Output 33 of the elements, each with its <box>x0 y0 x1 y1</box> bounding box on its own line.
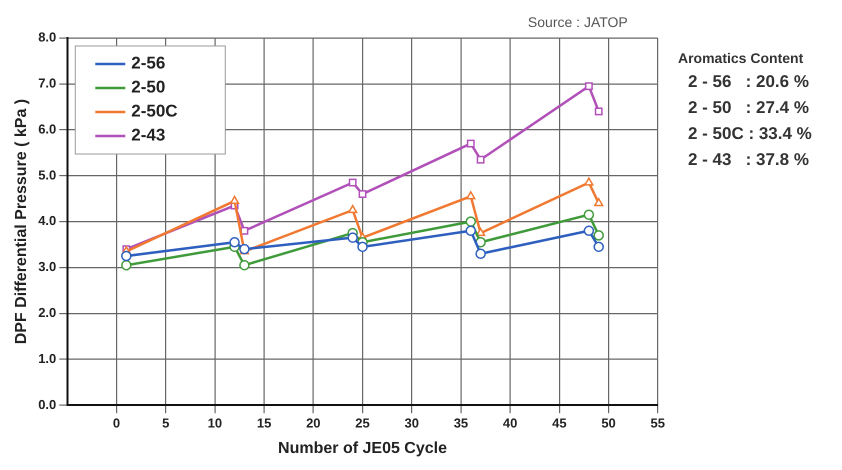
legend-label: 2-43 <box>131 126 166 145</box>
x-tick-label: 40 <box>502 416 518 431</box>
y-tick-label: 1.0 <box>38 350 56 366</box>
x-tick-label: 30 <box>404 416 419 431</box>
legend-label: 2-50 <box>131 78 166 97</box>
text: 2 - 56 : 20.6 % <box>688 72 810 92</box>
x-axis-title: Number of JE05 Cycle <box>278 440 448 457</box>
x-tick-label: 5 <box>162 416 170 431</box>
text: 2 - 50C : 33.4 % <box>688 124 812 144</box>
y-axis-title: DPF Differential Pressure ( kPa ) <box>13 98 30 344</box>
x-tick-label: 45 <box>552 416 567 431</box>
text: Aromatics Content <box>678 50 804 66</box>
legend-label: 2-56 <box>131 54 166 73</box>
x-tick-label: 10 <box>208 416 222 431</box>
x-tick-label: 20 <box>306 416 321 431</box>
x-tick-label: 55 <box>650 416 666 431</box>
y-tick-label: 2.0 <box>38 304 56 320</box>
y-tick-label: 4.0 <box>38 213 56 228</box>
text: 2 - 43 : 37.8 % <box>688 150 810 170</box>
y-tick-label: 5.0 <box>38 167 56 182</box>
y-tick-label: 0.0 <box>38 396 56 412</box>
y-tick-label: 3.0 <box>38 259 56 274</box>
source-note: Source : JATOP <box>528 14 628 30</box>
x-tick-label: 25 <box>355 416 370 431</box>
x-tick-label: 50 <box>601 416 616 431</box>
y-tick-label: 8.0 <box>38 30 56 45</box>
legend-label: 2-50C <box>131 102 178 121</box>
x-tick-label: 15 <box>256 416 272 431</box>
text: 2 - 50 : 27.4 % <box>688 98 810 118</box>
x-tick-label: 35 <box>454 416 468 431</box>
x-tick-label: 0 <box>112 416 120 431</box>
y-tick-label: 6.0 <box>38 121 56 136</box>
y-tick-label: 7.0 <box>38 75 56 90</box>
